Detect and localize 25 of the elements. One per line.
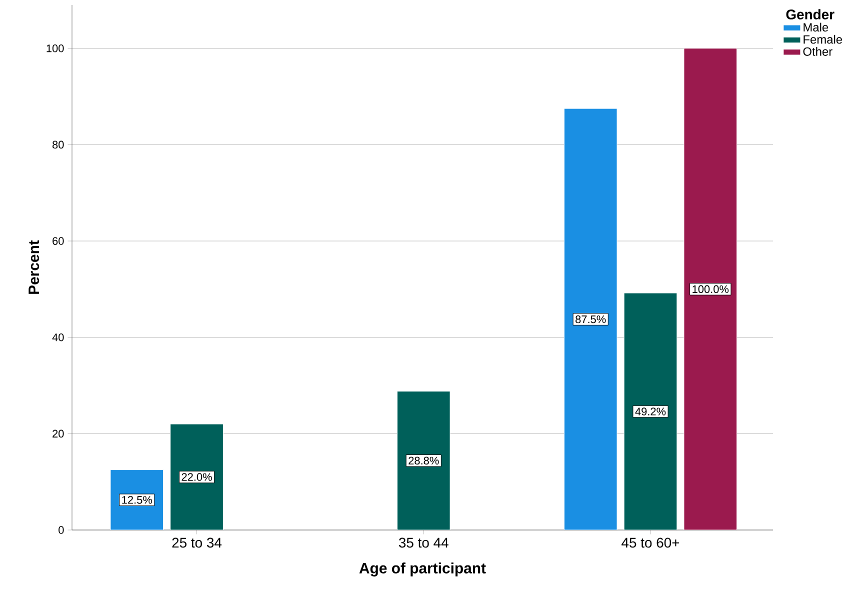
data-label: 100.0% [692, 285, 729, 294]
y-tick-label: 0 [58, 526, 64, 534]
data-label: 12.5% [122, 496, 152, 504]
y-axis-title: Percent [28, 240, 40, 294]
x-tick-label: 25 to 34 [172, 538, 222, 548]
bar [170, 424, 224, 530]
y-tick-label: 100 [46, 44, 64, 52]
y-tick-label: 80 [52, 140, 64, 149]
legend-label: Other [803, 47, 832, 56]
data-label: 22.0% [182, 473, 212, 481]
y-tick-label: 60 [52, 237, 64, 245]
x-axis-title: Age of participant [359, 562, 486, 576]
y-tick-label: 40 [52, 333, 64, 342]
x-tick-label: 45 to 60+ [622, 538, 680, 548]
x-tick-label: 35 to 44 [398, 538, 448, 548]
legend-title: Gender [786, 9, 834, 20]
y-tick-label: 20 [52, 430, 64, 438]
bar [564, 108, 618, 530]
data-label: 49.2% [635, 408, 666, 416]
legend-label: Female [804, 34, 842, 44]
data-label: 87.5% [576, 315, 606, 324]
bar [396, 391, 450, 530]
bar [624, 292, 678, 530]
legend-label: Male [804, 22, 828, 32]
data-label: 28.8% [408, 456, 439, 465]
